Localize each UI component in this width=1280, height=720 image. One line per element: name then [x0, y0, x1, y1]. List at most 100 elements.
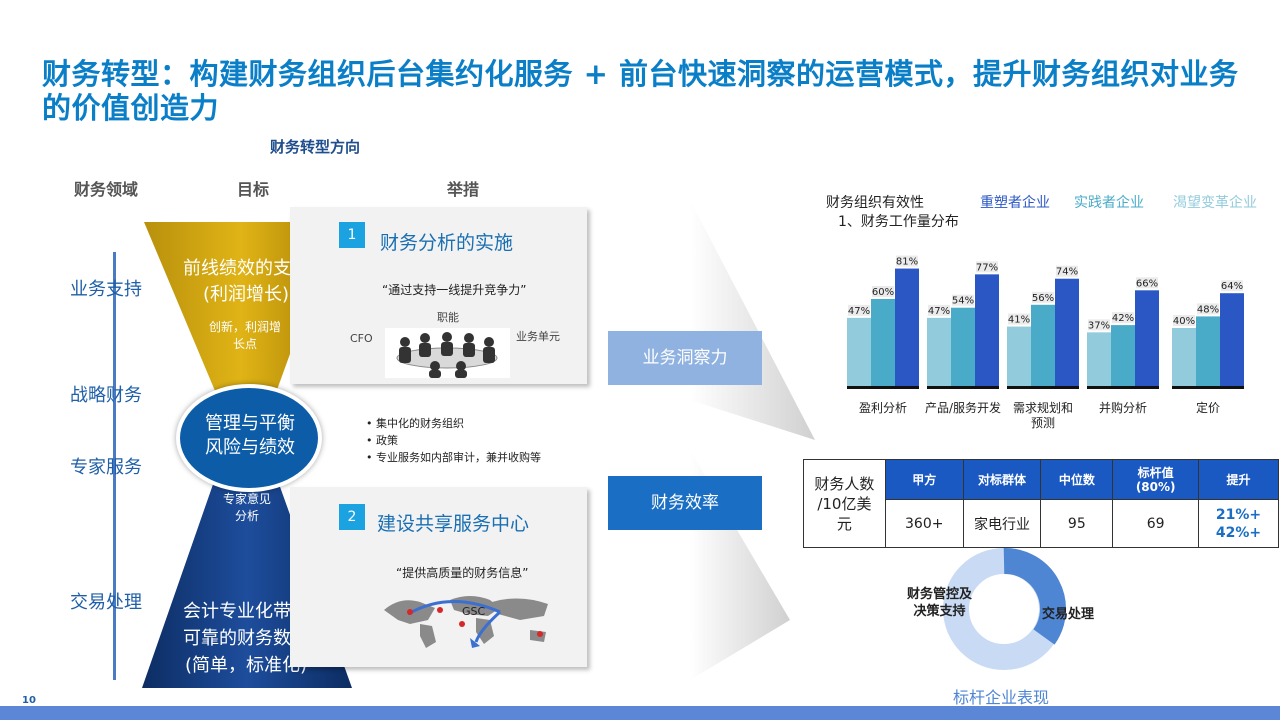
- page-title: 财务转型：构建财务组织后台集约化服务 + 前台快速洞察的运营模式，提升财务组织对…: [42, 57, 1239, 125]
- chart-bar: [975, 274, 999, 386]
- table-col-header: 对标群体: [962, 459, 1042, 500]
- table-col-header: 标杆值 (80%): [1112, 459, 1200, 500]
- chart-category-label: 预测: [1031, 416, 1055, 430]
- table-cell-improvement: 21%+ 42%+: [1198, 499, 1279, 548]
- section-subtitle: 财务转型方向: [270, 138, 361, 156]
- chart-data-label-bg: [1221, 280, 1243, 292]
- chart-bar: [927, 317, 951, 386]
- panel1-label-cfo: CFO: [350, 332, 373, 345]
- chart-axis-segment: [847, 386, 919, 389]
- domain-axis-line: [113, 252, 116, 680]
- chart-subtitle: 1、财务工作量分布: [838, 214, 959, 230]
- bullet-item: • 集中化的财务组织: [366, 417, 464, 430]
- chart-data-label-bg: [1112, 312, 1134, 324]
- page-number: 10: [22, 695, 36, 706]
- chart-data-label: 74%: [1056, 267, 1078, 278]
- chart-axis-segment: [1007, 386, 1079, 389]
- bullet-item: • 专业服务如内部审计，兼并收购等: [366, 451, 541, 464]
- chart-bar: [1220, 293, 1244, 386]
- table-col-header: 中位数: [1040, 459, 1114, 500]
- panel1-label-function: 职能: [437, 311, 459, 324]
- chart-category-label: 并购分析: [1099, 400, 1147, 415]
- chart-category-label: 盈利分析: [859, 401, 907, 415]
- footer-bar: [0, 706, 1280, 720]
- chart-data-label: 81%: [896, 257, 918, 268]
- chart-bar: [1007, 326, 1031, 386]
- benchmark-table: 财务人数 /10亿美 元 甲方 对标群体 中位数 标杆值 (80%) 提升 36…: [803, 459, 1279, 548]
- table-cell: 95: [1040, 499, 1114, 548]
- chart-data-label: 66%: [1136, 278, 1158, 289]
- chart-data-label: 54%: [952, 296, 974, 307]
- table-cell: 360+: [884, 499, 964, 548]
- chart-data-label: 47%: [848, 306, 870, 317]
- donut-minor-slice: [1003, 548, 1066, 645]
- chart-axis-segment: [1172, 386, 1244, 389]
- bar-chart: 47%60%81%盈利分析47%54%77%产品/服务开发41%56%74%需求…: [847, 255, 1244, 430]
- chart-legend-2: 实践者企业: [1074, 195, 1144, 211]
- funnel-bottom-sub-text: 专家意见 分析: [222, 492, 271, 523]
- chart-bar: [1172, 328, 1196, 386]
- chart-title: 财务组织有效性: [826, 195, 924, 211]
- chart-data-label: 37%: [1088, 320, 1110, 331]
- donut-chart: [943, 548, 1066, 670]
- column-header-goal: 目标: [237, 180, 270, 199]
- table-cell: 家电行业: [962, 499, 1042, 548]
- panel2-title: 建设共享服务中心: [377, 513, 530, 535]
- box-business-insight: 业务洞察力: [608, 331, 762, 385]
- chart-axis-segment: [927, 386, 999, 389]
- domain-transaction-processing: 交易处理: [70, 592, 142, 613]
- chart-data-label-bg: [976, 261, 998, 273]
- chart-axis-segment: [1087, 386, 1159, 389]
- center-bullet-list: • 集中化的财务组织 • 政策 • 专业服务如内部审计，兼并收购等: [366, 415, 541, 466]
- panel1-label-bu: 业务单元: [516, 330, 560, 343]
- chart-data-label: 56%: [1032, 293, 1054, 304]
- chart-data-label: 48%: [1197, 304, 1219, 315]
- chart-data-label: 41%: [1008, 315, 1030, 326]
- chart-category-label: 需求规划和: [1013, 400, 1073, 415]
- table-col-header: 甲方: [884, 459, 964, 500]
- chart-data-label-bg: [1008, 313, 1030, 325]
- bullet-item: • 政策: [366, 434, 398, 447]
- chart-data-label-bg: [1032, 291, 1054, 303]
- chart-data-label-bg: [1197, 303, 1219, 315]
- chart-data-label: 40%: [1173, 316, 1195, 327]
- panel2-number-badge: 2: [339, 504, 365, 530]
- chart-bar: [847, 317, 871, 386]
- map-gsc-label: GSC: [462, 605, 486, 618]
- arrow-graphic: [690, 200, 815, 680]
- funnel-top-main-text: 前线绩效的支持 (利润增长): [183, 258, 309, 305]
- chart-data-label-bg: [1136, 277, 1158, 289]
- chart-bar: [1135, 290, 1159, 386]
- funnel-top-sub-text: 创新，利润增 长点: [208, 320, 281, 351]
- funnel-top-shape: [144, 222, 338, 398]
- chart-data-label: 77%: [976, 262, 998, 273]
- center-circle: [176, 384, 322, 492]
- chart-data-label: 60%: [872, 287, 894, 298]
- chart-bar: [895, 268, 919, 386]
- chart-data-label-bg: [848, 304, 870, 316]
- chart-legend-1: 重塑者企业: [980, 195, 1050, 211]
- domain-business-support: 业务支持: [70, 279, 142, 300]
- chart-data-label-bg: [1088, 319, 1110, 331]
- domain-strategic-finance: 战略财务: [70, 385, 142, 406]
- meeting-table-image: [385, 328, 510, 378]
- column-header-domain: 财务领域: [74, 180, 139, 199]
- chart-data-label-bg: [872, 286, 894, 297]
- table-row-header: 财务人数 /10亿美 元: [803, 459, 886, 548]
- chart-bar: [1196, 316, 1220, 386]
- box-financial-efficiency: 财务效率: [608, 476, 762, 530]
- panel2-quote: “提供高质量的财务信息”: [396, 566, 529, 580]
- chart-bar: [1111, 325, 1135, 386]
- chart-category-label: 产品/服务开发: [925, 400, 1001, 415]
- chart-data-label-bg: [952, 294, 974, 306]
- chart-data-label-bg: [1173, 315, 1195, 326]
- chart-bar: [1055, 278, 1079, 386]
- chart-category-label: 定价: [1196, 400, 1220, 415]
- panel1-quote: “通过支持一线提升竞争力”: [382, 283, 527, 297]
- chart-bar: [1031, 304, 1055, 386]
- donut-label-right: 交易处理: [1042, 607, 1095, 622]
- domain-expert-service: 专家服务: [70, 457, 142, 478]
- chart-data-label: 47%: [928, 306, 950, 317]
- panel1-title: 财务分析的实施: [380, 232, 514, 254]
- chart-data-label-bg: [896, 255, 918, 267]
